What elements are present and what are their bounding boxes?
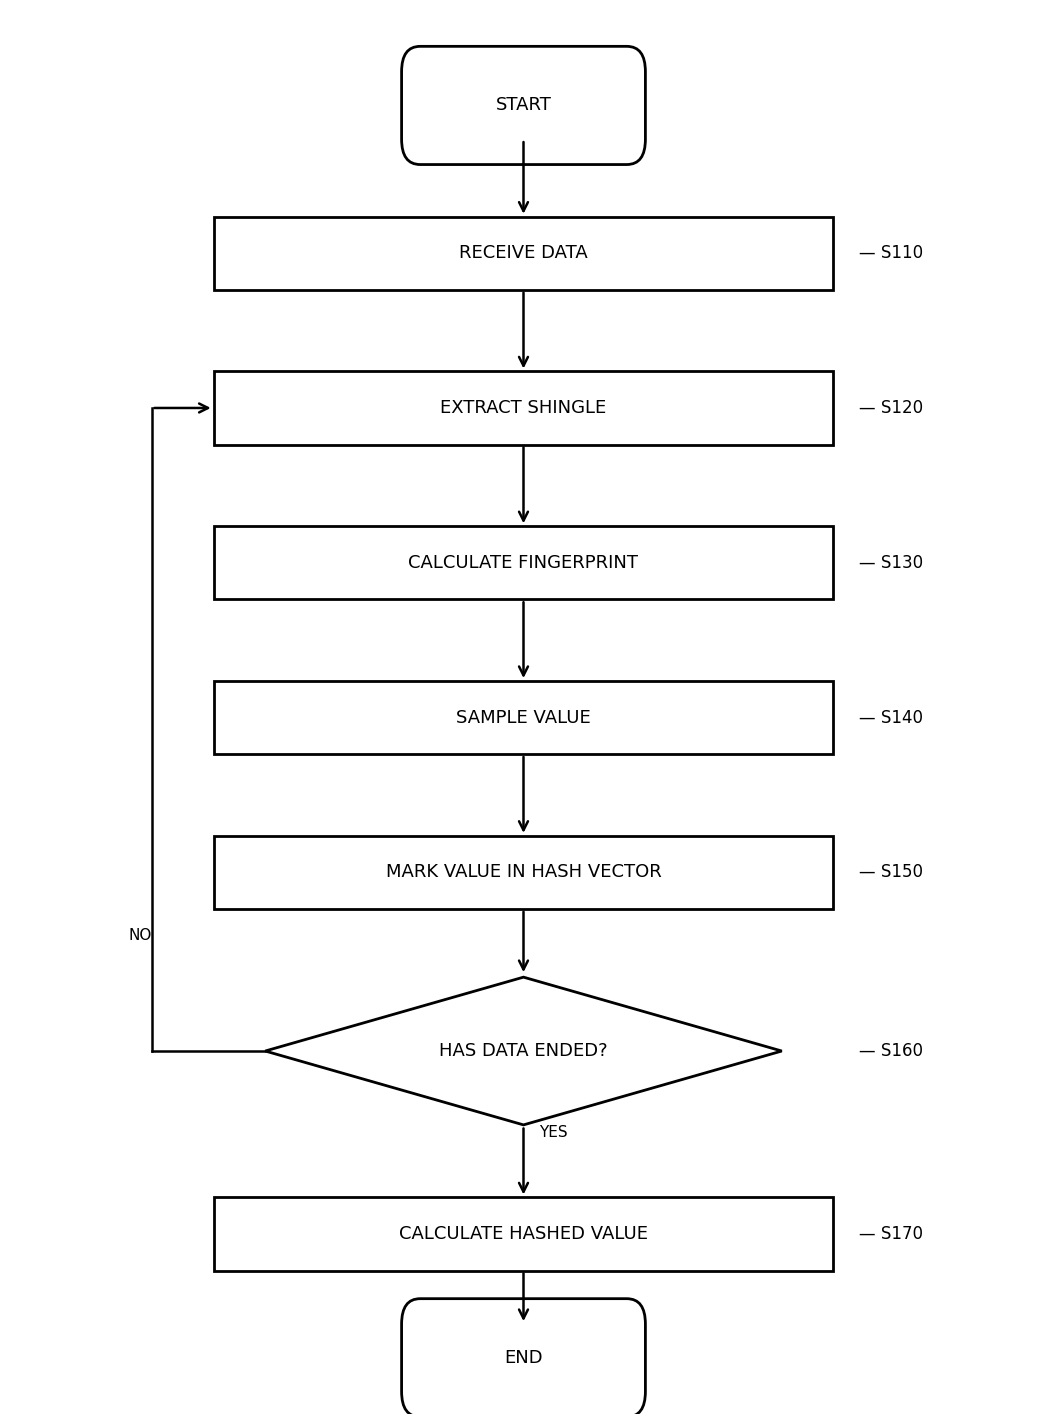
Text: — S120: — S120 (860, 399, 923, 416)
Text: — S110: — S110 (860, 244, 923, 263)
Text: NO: NO (129, 928, 152, 944)
Text: MARK VALUE IN HASH VECTOR: MARK VALUE IN HASH VECTOR (385, 864, 662, 881)
Text: CALCULATE FINGERPRINT: CALCULATE FINGERPRINT (408, 554, 639, 571)
Text: EXTRACT SHINGLE: EXTRACT SHINGLE (441, 399, 606, 416)
Text: — S130: — S130 (860, 554, 923, 571)
Text: YES: YES (539, 1125, 567, 1140)
Bar (214, 216, 833, 290)
Text: — S140: — S140 (860, 709, 923, 726)
Text: END: END (505, 1349, 542, 1367)
Text: — S170: — S170 (860, 1225, 923, 1243)
Bar (214, 1198, 833, 1270)
Text: SAMPLE VALUE: SAMPLE VALUE (456, 709, 591, 726)
Bar (214, 526, 833, 600)
Text: HAS DATA ENDED?: HAS DATA ENDED? (439, 1042, 608, 1060)
FancyBboxPatch shape (402, 47, 645, 165)
Text: RECEIVE DATA: RECEIVE DATA (460, 244, 587, 263)
Bar (214, 371, 833, 445)
Text: — S160: — S160 (860, 1042, 923, 1060)
Text: — S150: — S150 (860, 864, 923, 881)
Polygon shape (265, 978, 782, 1125)
Bar (214, 681, 833, 755)
Text: START: START (495, 97, 552, 115)
Bar (214, 836, 833, 909)
Text: CALCULATE HASHED VALUE: CALCULATE HASHED VALUE (399, 1225, 648, 1243)
FancyBboxPatch shape (402, 1299, 645, 1417)
